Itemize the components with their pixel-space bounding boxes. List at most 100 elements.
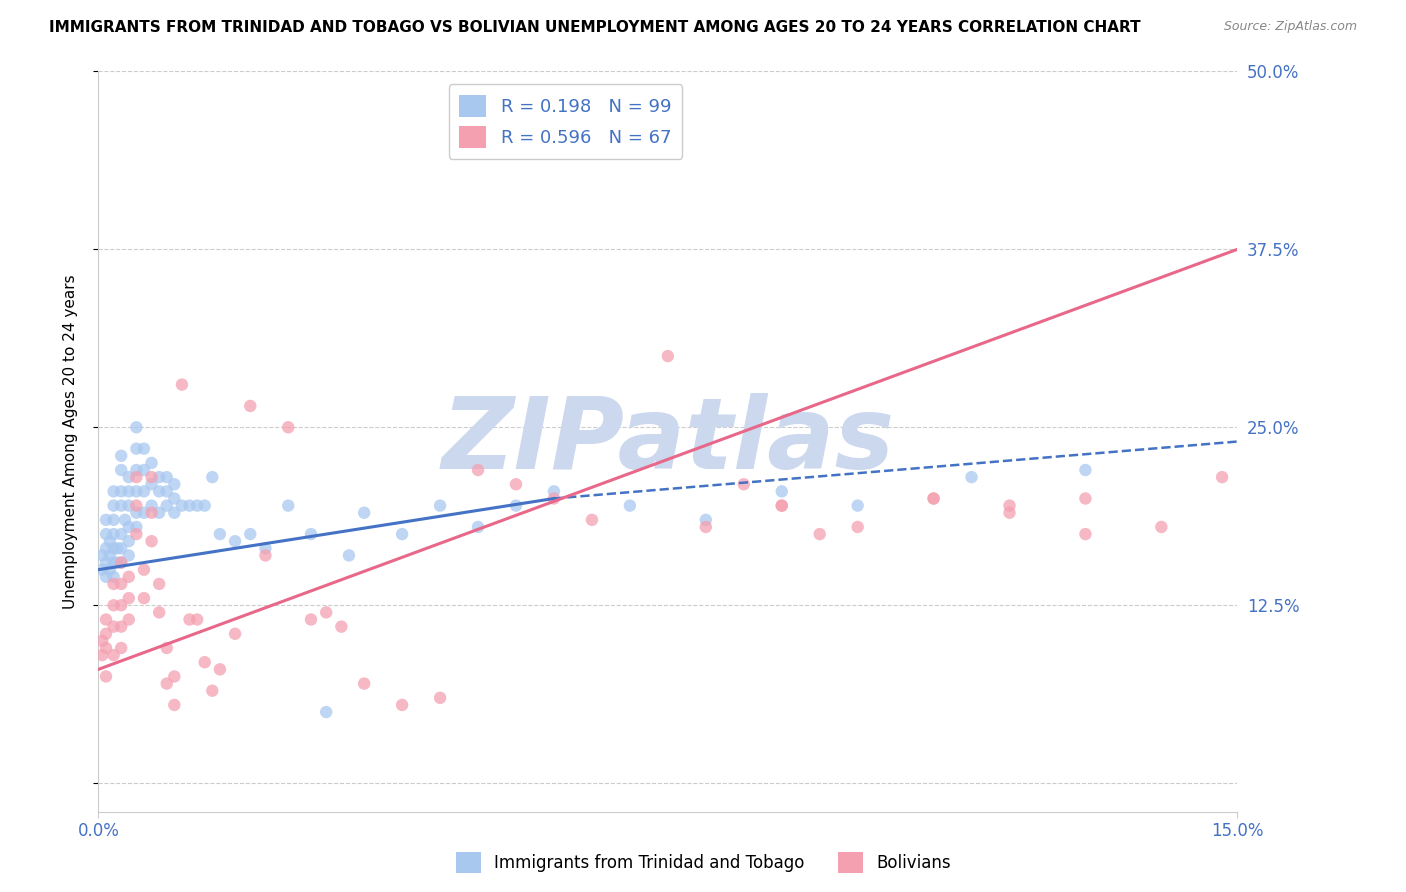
Point — [91, 633, 114, 648]
Point — [543, 491, 565, 506]
Point — [1074, 463, 1097, 477]
Point — [118, 520, 141, 534]
Point — [94, 513, 117, 527]
Point — [163, 491, 186, 506]
Point — [156, 499, 179, 513]
Point — [110, 577, 132, 591]
Point — [505, 499, 527, 513]
Point — [141, 456, 163, 470]
Point — [125, 484, 148, 499]
Point — [94, 541, 117, 556]
Point — [141, 499, 163, 513]
Point — [998, 499, 1021, 513]
Point — [118, 484, 141, 499]
Point — [224, 626, 246, 640]
Point — [960, 470, 983, 484]
Point — [110, 541, 132, 556]
Point — [125, 506, 148, 520]
Point — [619, 499, 641, 513]
Point — [239, 527, 262, 541]
Point — [110, 499, 132, 513]
Point — [770, 499, 793, 513]
Point — [110, 449, 132, 463]
Point — [208, 662, 231, 676]
Point — [125, 420, 148, 434]
Point — [103, 570, 125, 584]
Point — [107, 556, 129, 570]
Point — [118, 591, 141, 606]
Point — [94, 570, 117, 584]
Point — [467, 520, 489, 534]
Point — [141, 506, 163, 520]
Point — [163, 477, 186, 491]
Point — [141, 470, 163, 484]
Point — [125, 442, 148, 456]
Point — [657, 349, 679, 363]
Text: IMMIGRANTS FROM TRINIDAD AND TOBAGO VS BOLIVIAN UNEMPLOYMENT AMONG AGES 20 TO 24: IMMIGRANTS FROM TRINIDAD AND TOBAGO VS B… — [49, 20, 1140, 35]
Point — [998, 506, 1021, 520]
Point — [125, 470, 148, 484]
Point — [224, 534, 246, 549]
Point — [91, 563, 114, 577]
Point — [429, 690, 451, 705]
Point — [125, 520, 148, 534]
Point — [98, 549, 121, 563]
Point — [103, 527, 125, 541]
Point — [846, 499, 869, 513]
Point — [1074, 527, 1097, 541]
Point — [110, 527, 132, 541]
Point — [98, 563, 121, 577]
Text: Source: ZipAtlas.com: Source: ZipAtlas.com — [1223, 20, 1357, 33]
Text: ZIPatlas: ZIPatlas — [441, 393, 894, 490]
Point — [208, 527, 231, 541]
Point — [132, 563, 155, 577]
Point — [1150, 520, 1173, 534]
Point — [103, 499, 125, 513]
Legend: Immigrants from Trinidad and Tobago, Bolivians: Immigrants from Trinidad and Tobago, Bol… — [449, 846, 957, 880]
Point — [103, 513, 125, 527]
Point — [103, 484, 125, 499]
Point — [114, 513, 136, 527]
Point — [141, 477, 163, 491]
Point — [194, 499, 217, 513]
Point — [467, 463, 489, 477]
Point — [110, 620, 132, 634]
Point — [315, 705, 337, 719]
Point — [103, 556, 125, 570]
Point — [156, 484, 179, 499]
Point — [179, 499, 201, 513]
Point — [103, 620, 125, 634]
Point — [98, 534, 121, 549]
Y-axis label: Unemployment Among Ages 20 to 24 years: Unemployment Among Ages 20 to 24 years — [63, 274, 77, 609]
Point — [922, 491, 945, 506]
Point — [103, 577, 125, 591]
Point — [148, 506, 170, 520]
Point — [299, 527, 322, 541]
Point — [110, 463, 132, 477]
Point — [254, 549, 277, 563]
Point — [132, 591, 155, 606]
Point — [170, 377, 193, 392]
Point — [770, 484, 793, 499]
Point — [1211, 470, 1233, 484]
Point — [170, 499, 193, 513]
Point — [110, 556, 132, 570]
Point — [846, 520, 869, 534]
Point — [163, 698, 186, 712]
Point — [125, 463, 148, 477]
Point — [94, 640, 117, 655]
Point — [156, 640, 179, 655]
Point — [132, 463, 155, 477]
Point — [277, 499, 299, 513]
Point — [695, 513, 717, 527]
Point — [353, 676, 375, 690]
Point — [125, 499, 148, 513]
Point — [733, 477, 755, 491]
Point — [922, 491, 945, 506]
Point — [1074, 491, 1097, 506]
Point — [103, 541, 125, 556]
Point — [337, 549, 360, 563]
Point — [110, 640, 132, 655]
Point — [808, 527, 831, 541]
Point — [118, 499, 141, 513]
